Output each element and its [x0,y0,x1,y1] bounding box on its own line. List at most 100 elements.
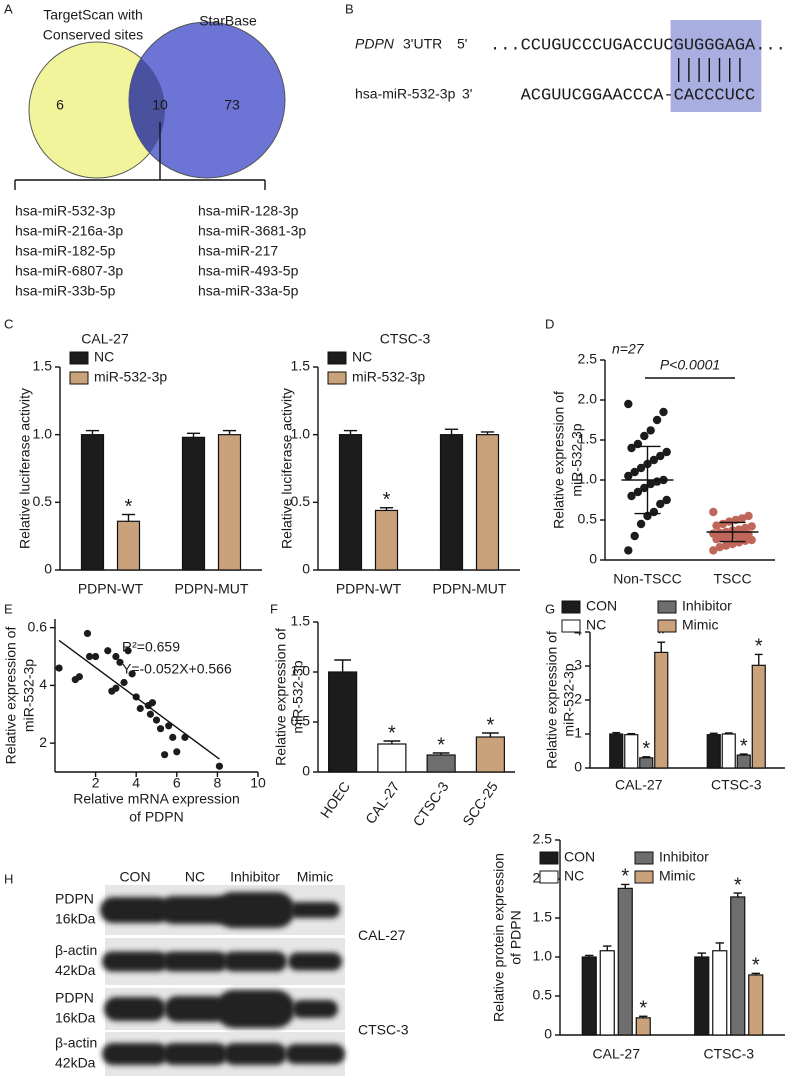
protein-label: PDPN [55,990,94,1006]
legend-label: NC [586,617,606,633]
bar [609,733,624,769]
y-tick-label: 0.5 [533,987,553,1003]
bar [181,436,206,571]
bar [475,434,500,571]
data-point [737,514,747,523]
data-point [173,748,181,756]
x-tick-label: 8 [214,775,222,791]
data-point [656,451,665,461]
y-tick-label: 1.0 [291,425,311,441]
bar [721,733,736,769]
mirna-name: hsa-miR-33b-5p [15,283,116,299]
bar [475,736,505,773]
legend-label: Mimic [682,617,719,633]
legend-label: Inhibitor [682,598,732,614]
legend-swatch [561,619,581,633]
data-point [656,499,665,509]
y-tick-label: 0 [44,561,52,577]
data-point [55,664,63,672]
mirna-name: hsa-miR-128-3p [198,203,299,219]
significance: * [388,722,396,744]
data-point [662,495,671,505]
y-tick-label: 1.5 [291,358,311,374]
panel-label: B [345,1,354,16]
data-point [161,751,169,759]
blot-band [215,892,295,928]
x-tick-label: PDPN-MUT [433,581,507,597]
size-label: 16kDa [55,1010,96,1026]
annotation: P<0.0001 [660,357,720,373]
panel-label: A [4,1,13,16]
y-tick-label: 2.5 [578,351,598,367]
legend-label: NC [352,349,372,365]
data-point [636,519,646,529]
sequence: ...CCUGUCCCUGACCUCGUGGGAGA... [490,36,786,55]
y-tick-label: 1.5 [533,909,553,925]
y-tick-label: 0 [302,763,310,779]
significance: * [734,874,742,896]
legend-swatch [539,870,559,884]
blot-band [100,897,170,923]
y-tick-label: 1.0 [33,425,53,441]
data-point [124,647,132,655]
data-point [744,511,753,521]
bar [751,664,766,769]
bar [730,896,746,1036]
set-count: 73 [224,97,240,113]
fit-line [58,639,220,760]
overlap-count: 10 [152,97,168,113]
legend-swatch [69,351,89,365]
mirna-name: hsa-miR-182-5p [15,243,116,259]
gene-name: PDPN [355,36,395,52]
y-tick-label: 0 [574,759,582,775]
bar [654,651,669,769]
sequence: ACGUUCGGAACCCA-CACCCUCC [521,86,756,105]
panel-label: E [4,601,13,616]
blot-band [162,951,228,972]
mirna-name: hsa-miR-532-3p [355,86,456,102]
bar [712,950,728,1036]
panel-label: C [4,316,13,331]
annotation: R²=0.659 [122,639,180,655]
y-tick-label: 0 [589,551,597,567]
x-tick-label: 10 [250,775,266,791]
lane-label: Mimic [297,869,334,885]
data-point [659,407,668,417]
legend-swatch [539,851,559,865]
x-tick-label: TSCC [713,571,751,587]
x-axis-label: of PDPN [129,809,183,825]
bar [377,743,407,773]
legend-label: CON [564,849,595,865]
y-axis-label: miR-532-3p [21,659,37,732]
data-point [636,463,646,473]
data-point [741,523,750,533]
mirna-name: hsa-miR-216a-3p [15,223,123,239]
y-tick-label: 1.0 [291,663,311,679]
y-tick-label: 2.0 [578,391,598,407]
data-point [649,455,659,465]
blot-band [162,1043,228,1065]
data-point [747,522,756,531]
y-tick-label: 2 [574,691,582,707]
data-point [721,541,731,550]
legend-label: Inhibitor [659,849,709,865]
data-point [640,483,649,493]
x-tick-label: CAL-27 [615,777,663,793]
blot-band [215,990,295,1028]
data-point [165,722,173,730]
data-point [652,415,662,425]
legend-swatch [634,870,654,884]
region: 3'UTR [403,36,442,52]
size-label: 42kDa [55,962,96,978]
bar [617,887,633,1036]
y-axis-label: Relative expression of [3,627,19,765]
data-point [741,536,750,545]
legend-label: miR-532-3p [94,369,167,385]
x-tick-label: CTSC-3 [711,777,762,793]
data-point [116,658,124,666]
data-point [734,538,744,547]
bar [116,520,141,571]
panel-label: G [545,601,555,616]
set-name: Conserved sites [43,27,143,43]
